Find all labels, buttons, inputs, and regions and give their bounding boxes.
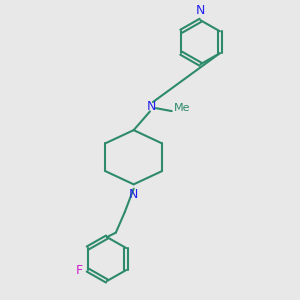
Text: N: N xyxy=(147,100,156,113)
Text: N: N xyxy=(129,188,138,201)
Text: N: N xyxy=(196,4,205,17)
Text: F: F xyxy=(76,263,83,277)
Text: Me: Me xyxy=(174,103,190,113)
